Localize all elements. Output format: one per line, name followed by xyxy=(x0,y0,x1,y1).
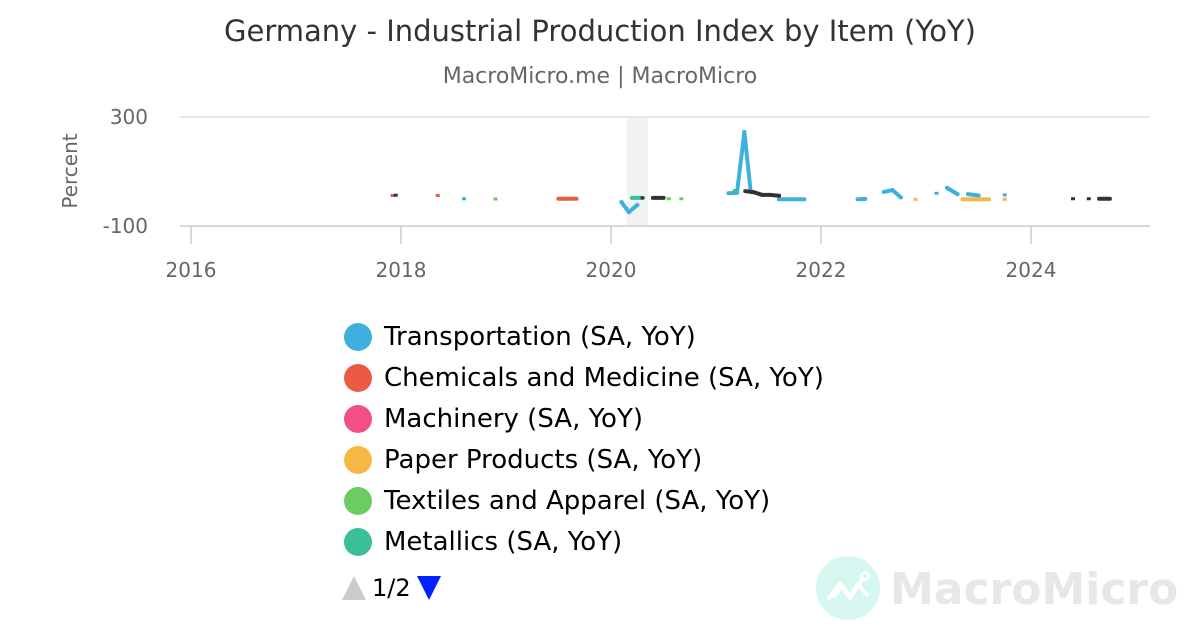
series-line-segment xyxy=(735,129,747,195)
data-point xyxy=(863,197,868,201)
data-point xyxy=(1086,197,1091,201)
data-point xyxy=(1071,197,1075,201)
data-point xyxy=(640,196,645,200)
legend-next-page-icon[interactable] xyxy=(416,576,441,600)
legend-item[interactable]: Metallics (SA, YoY) xyxy=(344,521,824,562)
series-line-segment xyxy=(619,200,631,215)
x-tick-label: 2018 xyxy=(376,258,427,282)
data-point xyxy=(666,197,671,201)
legend-item[interactable]: Machinery (SA, YoY) xyxy=(344,398,824,439)
legend-marker-icon xyxy=(344,363,372,392)
legend-prev-page-icon[interactable] xyxy=(342,576,366,600)
data-point xyxy=(898,195,903,199)
data-point xyxy=(661,196,666,200)
legend-label: Transportation (SA, YoY) xyxy=(384,321,696,352)
watermark: MacroMicro xyxy=(816,556,1178,620)
legend-item[interactable]: Transportation (SA, YoY) xyxy=(344,316,824,357)
legend-marker-icon xyxy=(344,445,372,474)
data-point xyxy=(1002,197,1007,201)
data-point xyxy=(987,197,991,201)
data-point xyxy=(574,197,579,201)
data-point xyxy=(976,193,981,197)
legend-page-indicator: 1/2 xyxy=(372,574,411,602)
data-point xyxy=(462,197,466,201)
legend-marker-icon xyxy=(344,404,372,433)
series-4 xyxy=(493,197,684,201)
series-2 xyxy=(390,193,395,197)
chart-subtitle: MacroMicro.me | MacroMicro xyxy=(442,64,758,89)
data-point xyxy=(913,197,918,201)
legend-item[interactable]: Chemicals and Medicine (SA, YoY) xyxy=(344,357,824,398)
legend-label: Textiles and Apparel (SA, YoY) xyxy=(384,485,771,516)
y-tick-label: 300 xyxy=(110,105,148,129)
data-point xyxy=(732,189,737,193)
legend-marker-icon xyxy=(344,322,372,351)
data-point xyxy=(1002,193,1007,197)
y-tick-label: -100 xyxy=(103,214,148,238)
data-point xyxy=(934,191,939,195)
series-1 xyxy=(435,193,579,201)
legend-marker-icon xyxy=(344,486,372,515)
data-point xyxy=(777,194,781,198)
legend: Transportation (SA, YoY) Chemicals and Me… xyxy=(344,316,824,562)
legend-label: Metallics (SA, YoY) xyxy=(384,526,623,557)
data-point xyxy=(1107,197,1112,201)
watermark-text: MacroMicro xyxy=(890,564,1178,615)
x-tick-label: 2024 xyxy=(1006,258,1057,282)
legend-label: Paper Products (SA, YoY) xyxy=(384,444,703,475)
x-tick-label: 2020 xyxy=(586,258,637,282)
data-point xyxy=(393,193,398,197)
data-point xyxy=(802,197,807,201)
legend-label: Machinery (SA, YoY) xyxy=(384,403,643,434)
data-point xyxy=(955,192,960,196)
series-3 xyxy=(913,197,1007,202)
series-0 xyxy=(462,129,1007,215)
data-point xyxy=(679,197,684,201)
x-tick-label: 2016 xyxy=(166,258,217,282)
series-line-segment xyxy=(742,129,753,194)
data-point xyxy=(493,197,498,201)
legend-marker-icon xyxy=(344,527,372,556)
y-axis-label: Percent xyxy=(58,133,82,208)
data-point xyxy=(390,193,395,197)
legend-pager: 1/2 xyxy=(342,574,441,602)
legend-label: Chemicals and Medicine (SA, YoY) xyxy=(384,362,824,393)
series-6 xyxy=(393,189,1112,201)
legend-item[interactable]: Paper Products (SA, YoY) xyxy=(344,439,824,480)
x-tick-label: 2022 xyxy=(796,258,847,282)
data-point xyxy=(635,203,640,207)
data-point xyxy=(435,193,440,197)
legend-item[interactable]: Textiles and Apparel (SA, YoY) xyxy=(344,480,824,521)
chart-title: Germany - Industrial Production Index by… xyxy=(224,14,976,48)
